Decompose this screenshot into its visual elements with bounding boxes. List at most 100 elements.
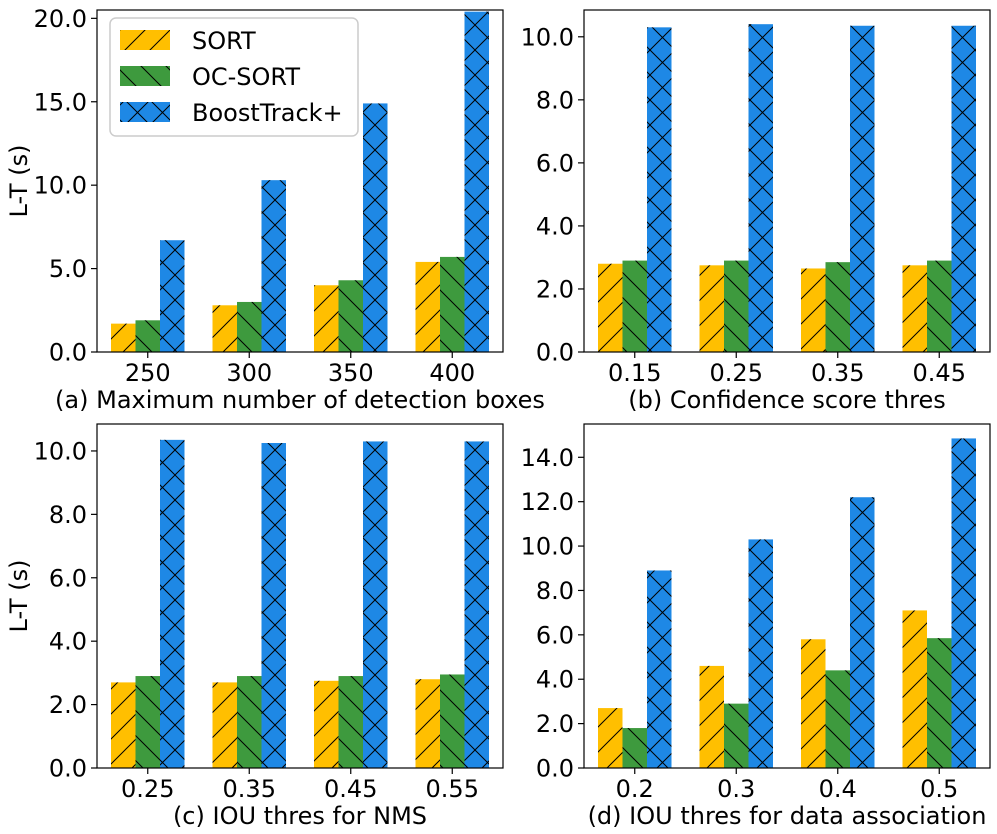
bar-hatch-d-sort-0 [598, 708, 623, 768]
plot-frame-b [583, 9, 991, 353]
bar-hatch-d-sort-1 [699, 665, 724, 768]
y-tick-label-b-1: 2.0 [536, 275, 574, 303]
y-tick-label-b-0: 0.0 [536, 339, 574, 367]
bar-hatch-a-boosttrack-1 [261, 180, 286, 352]
y-tick-label-d-2: 4.0 [536, 666, 574, 694]
x-tick-label-b-0: 0.15 [608, 359, 661, 387]
bar-hatch-a-boosttrack-3 [464, 11, 489, 352]
legend: SORT OC-SORT BoostTrack+ [109, 17, 359, 137]
x-axis-title-d: (d) IOU thres for data association [588, 802, 987, 830]
panel-b: 0.0 2.0 4.0 6.0 8.0 10.0 0.15 0.25 0.35 0.45(b) C… [521, 9, 991, 414]
y-tick-label-b-2: 4.0 [536, 212, 574, 240]
y-tick-label-d-0: 0.0 [536, 755, 574, 783]
x-tick-label-b-2: 0.35 [811, 359, 864, 387]
bar-hatch-b-boosttrack-0 [647, 27, 672, 353]
bar-hatch-d-oc-sort-3 [927, 638, 952, 768]
y-tick-label-c-4: 8.0 [49, 501, 87, 529]
bar-hatch-b-oc-sort-2 [825, 262, 850, 352]
y-tick-label-a-1: 5.0 [49, 255, 87, 283]
legend-label-boosttrack: BoostTrack+ [192, 99, 343, 127]
y-tick-label-b-4: 8.0 [536, 86, 574, 114]
panel-a: 0.0 5.0 10.0 15.0 20.0 250 300 350 400(a) Maximu… [5, 5, 545, 414]
bar-hatch-b-oc-sort-1 [724, 260, 749, 352]
x-tick-label-a-3: 400 [429, 359, 475, 387]
y-tick-label-d-3: 6.0 [536, 621, 574, 649]
y-tick-label-a-4: 20.0 [34, 5, 87, 33]
y-tick-label-b-5: 10.0 [521, 23, 574, 51]
x-tick-label-a-2: 350 [328, 359, 374, 387]
y-tick-label-a-2: 10.0 [34, 172, 87, 200]
bar-hatch-a-sort-1 [212, 305, 237, 352]
bar-hatch-a-boosttrack-2 [363, 103, 388, 352]
x-tick-label-c-1: 0.35 [223, 775, 276, 803]
panel-d: 0.0 2.0 4.0 6.0 8.0 10.0 12.0 14.0 0.2 0.3 0.4 0.5(… [521, 423, 991, 830]
bar-hatch-d-sort-3 [902, 610, 927, 768]
panel-c: 0.0 2.0 4.0 6.0 8.0 10.0 0.25 0.35 0.45 0.55(c) I… [5, 423, 504, 830]
y-tick-label-d-5: 10.0 [521, 533, 574, 561]
y-axis-title-a: L-T (s) [5, 145, 33, 218]
bar-hatch-a-sort-2 [314, 285, 339, 352]
x-tick-label-d-1: 0.3 [717, 775, 755, 803]
bar-hatch-a-sort-0 [111, 323, 136, 352]
y-tick-label-a-3: 15.0 [34, 88, 87, 116]
x-axis-title-a: (a) Maximum number of detection boxes [55, 386, 545, 414]
x-tick-label-d-3: 0.5 [920, 775, 958, 803]
y-tick-label-c-3: 6.0 [49, 564, 87, 592]
bar-hatch-c-sort-2 [314, 680, 339, 768]
x-tick-label-a-1: 300 [226, 359, 272, 387]
plot-frame-d [583, 423, 991, 769]
plot-frame-a [96, 9, 504, 353]
legend-swatch-sort-hatch [120, 30, 170, 50]
bar-hatch-c-boosttrack-2 [363, 441, 388, 768]
bar-hatch-d-boosttrack-3 [951, 438, 976, 768]
bar-hatch-c-oc-sort-2 [338, 676, 363, 768]
y-tick-label-c-5: 10.0 [34, 437, 87, 465]
x-tick-label-d-0: 0.2 [616, 775, 654, 803]
bar-hatch-d-boosttrack-2 [850, 497, 875, 768]
bar-hatch-a-oc-sort-3 [440, 256, 465, 352]
bar-hatch-b-sort-3 [902, 265, 927, 352]
bar-hatch-c-sort-0 [111, 682, 136, 768]
x-tick-label-c-2: 0.45 [324, 775, 377, 803]
bar-hatch-d-sort-2 [801, 639, 826, 768]
bar-hatch-b-boosttrack-1 [748, 24, 773, 353]
y-tick-label-d-1: 2.0 [536, 710, 574, 738]
y-tick-label-d-7: 14.0 [521, 444, 574, 472]
bar-hatch-c-oc-sort-3 [440, 674, 465, 768]
bar-hatch-d-boosttrack-0 [647, 570, 672, 768]
bar-hatch-c-boosttrack-1 [261, 443, 286, 768]
x-tick-label-b-3: 0.45 [913, 359, 966, 387]
bar-hatch-d-oc-sort-1 [724, 703, 749, 768]
bar-hatch-d-oc-sort-0 [622, 728, 647, 768]
plot-frame-c [96, 423, 504, 769]
bar-hatch-a-oc-sort-2 [338, 280, 363, 352]
bar-hatch-b-sort-2 [801, 268, 826, 352]
bar-hatch-c-sort-3 [415, 679, 440, 768]
x-tick-label-b-1: 0.25 [710, 359, 763, 387]
bar-hatch-c-oc-sort-1 [237, 676, 262, 768]
bar-hatch-d-oc-sort-2 [825, 670, 850, 768]
x-axis-title-b: (b) Confidence score thres [628, 386, 946, 414]
bar-hatch-d-boosttrack-1 [748, 539, 773, 768]
bar-hatch-a-boosttrack-0 [160, 240, 185, 352]
y-tick-label-a-0: 0.0 [49, 339, 87, 367]
bar-hatch-b-oc-sort-0 [622, 260, 647, 352]
x-tick-label-a-0: 250 [125, 359, 171, 387]
bar-hatch-a-oc-sort-0 [135, 320, 160, 352]
x-tick-label-d-2: 0.4 [819, 775, 857, 803]
bar-hatch-a-sort-3 [415, 261, 440, 352]
legend-label-oc-sort: OC-SORT [192, 63, 300, 91]
y-tick-label-c-0: 0.0 [49, 755, 87, 783]
legend-swatch-boosttrack-hatch [120, 102, 170, 122]
x-tick-label-c-3: 0.55 [426, 775, 479, 803]
legend-swatch-oc-sort-hatch [120, 66, 170, 86]
bar-hatch-b-boosttrack-2 [850, 25, 875, 352]
bar-hatch-b-sort-0 [598, 263, 623, 352]
bar-hatch-b-oc-sort-3 [927, 260, 952, 352]
bar-hatch-a-oc-sort-1 [237, 301, 262, 352]
bar-hatch-c-boosttrack-0 [160, 439, 185, 768]
bar-hatch-b-boosttrack-3 [951, 25, 976, 352]
legend-frame [109, 17, 359, 137]
x-tick-label-c-0: 0.25 [121, 775, 174, 803]
